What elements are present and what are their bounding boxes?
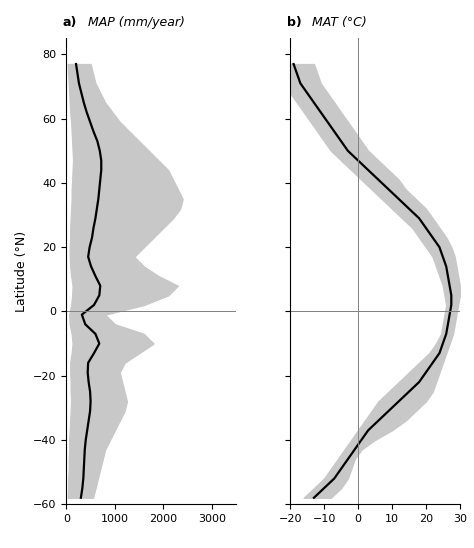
Text: MAT (°C): MAT (°C) xyxy=(312,16,367,29)
Text: a): a) xyxy=(63,16,77,29)
Text: b): b) xyxy=(287,16,301,29)
Y-axis label: Latitude (°N): Latitude (°N) xyxy=(15,231,27,312)
Text: MAP (mm/year): MAP (mm/year) xyxy=(89,16,185,29)
